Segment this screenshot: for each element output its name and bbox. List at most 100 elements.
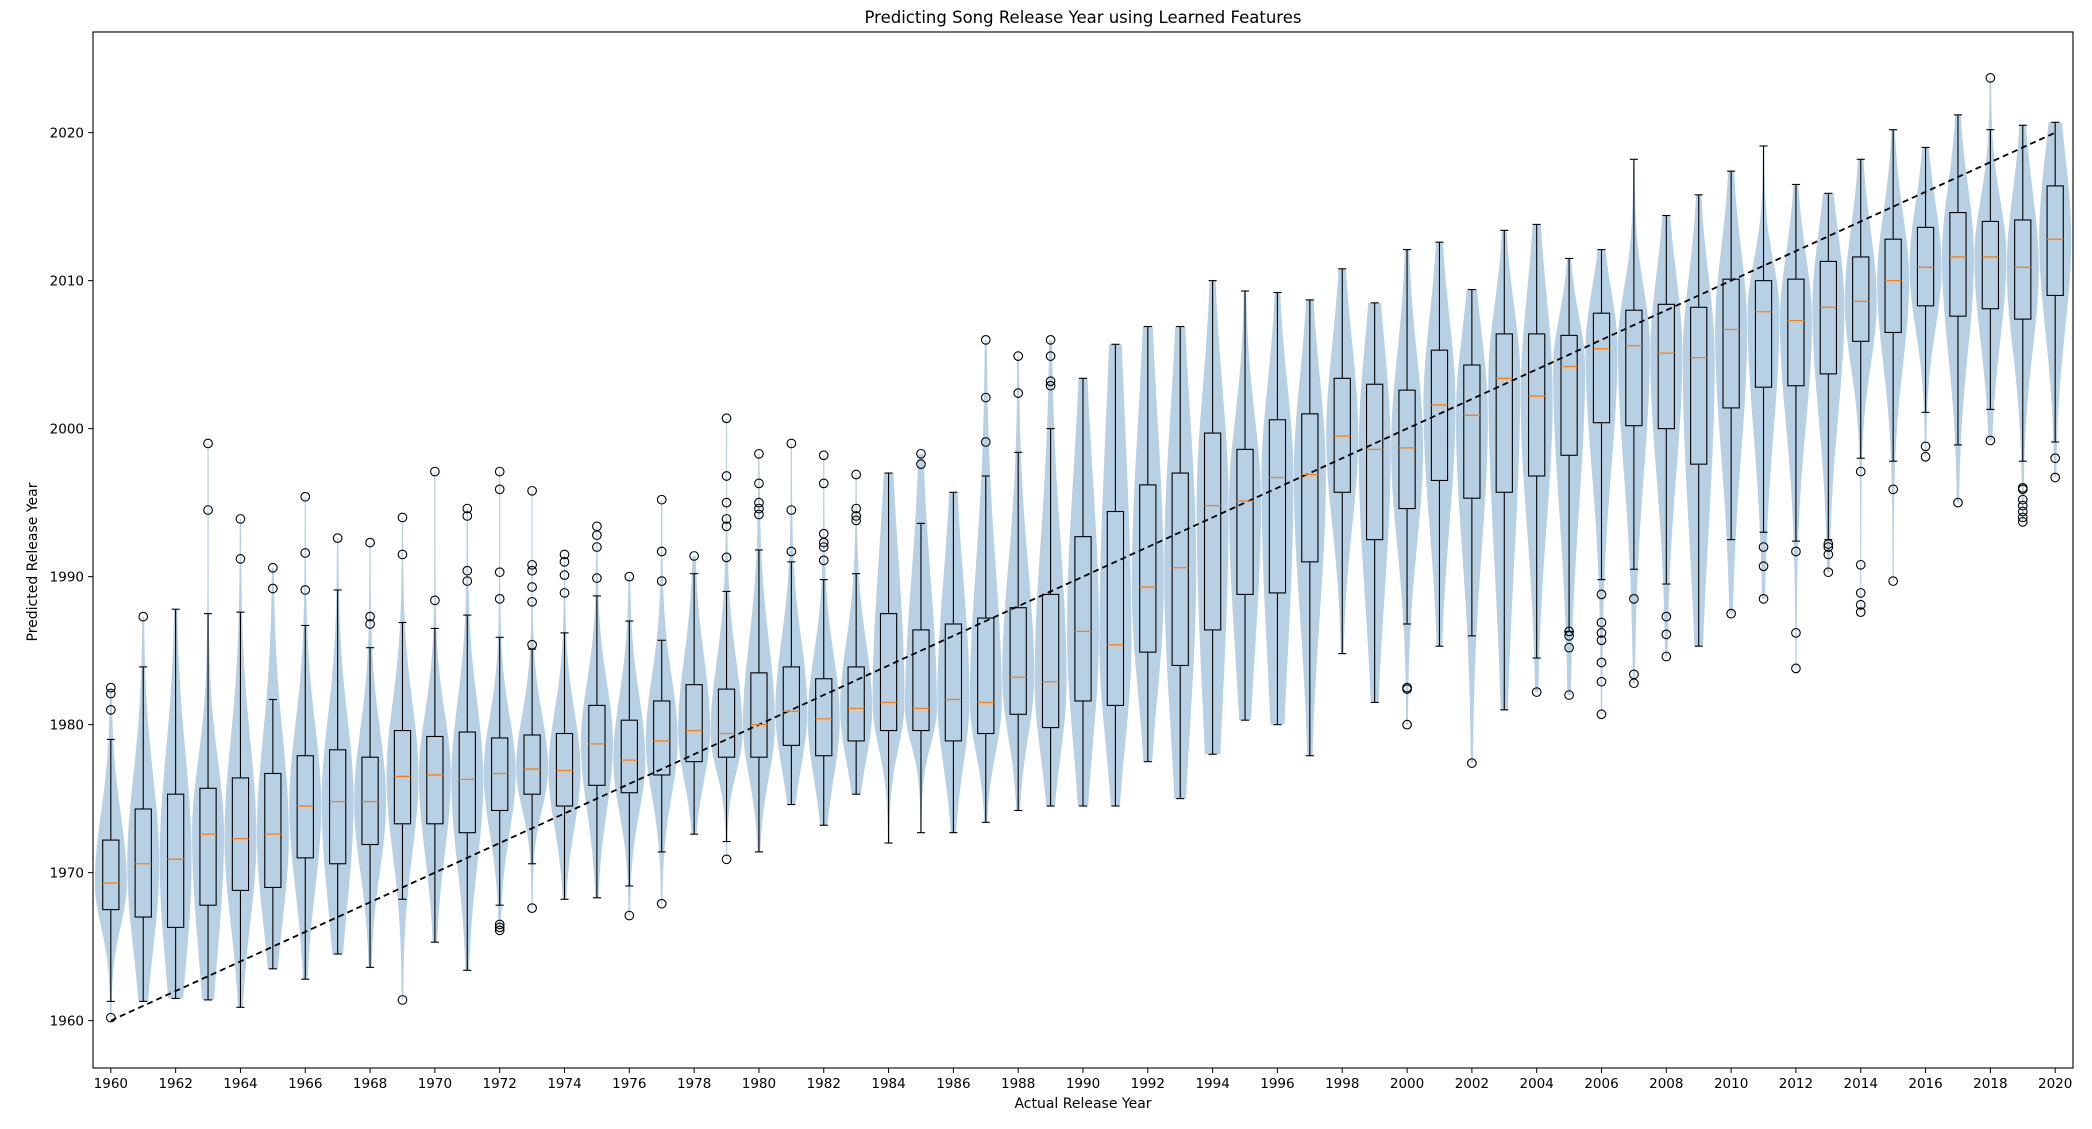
box — [1722, 278, 1740, 409]
outlier-point — [592, 521, 602, 532]
x-tick-label: 1992 — [1131, 1076, 1165, 1092]
y-axis-label: Predicted Release Year — [25, 482, 41, 641]
boxplot-1983 — [847, 469, 865, 795]
y-tick-label: 1990 — [50, 570, 84, 586]
outlier-point — [851, 503, 862, 514]
box — [1625, 309, 1643, 427]
box — [523, 734, 541, 795]
outlier-point — [656, 494, 667, 505]
outlier-point — [559, 570, 570, 581]
outlier-point — [397, 512, 408, 523]
x-tick-label: 2002 — [1455, 1076, 1489, 1092]
outlier-point — [397, 995, 408, 1005]
outlier-point — [1758, 542, 1769, 552]
boxplot-1976 — [620, 571, 638, 921]
box — [329, 749, 347, 865]
x-tick-label: 1980 — [742, 1076, 776, 1092]
violin-2018 — [1974, 77, 2007, 441]
outlier-point — [105, 688, 116, 699]
x-tick-label: 1984 — [871, 1076, 905, 1092]
boxplot-1965 — [264, 562, 282, 970]
outlier-point — [689, 551, 699, 561]
boxplot-1986 — [944, 491, 963, 834]
outlier-point — [430, 595, 440, 606]
box — [1333, 377, 1351, 493]
boxplot-1968 — [361, 537, 379, 968]
box — [555, 732, 574, 807]
outlier-point — [916, 448, 926, 459]
outlier-point — [916, 459, 926, 470]
outlier-point — [721, 854, 732, 865]
y-tick-label: 1980 — [50, 718, 84, 734]
outlier-point — [300, 491, 311, 502]
outlier-point — [1596, 589, 1607, 600]
boxplot-1999 — [1366, 302, 1384, 703]
outlier-point — [494, 466, 505, 477]
outlier-point — [365, 537, 375, 548]
boxplot-1969 — [393, 512, 412, 1005]
outlier-point — [1467, 758, 1477, 768]
boxplot-2015 — [1884, 129, 1902, 586]
outlier-point — [1629, 593, 1639, 604]
box — [491, 737, 509, 812]
outlier-point — [754, 503, 764, 514]
x-tick-label: 2010 — [1714, 1076, 1748, 1092]
boxplot-1977 — [653, 494, 671, 909]
boxplot-2009 — [1690, 194, 1708, 647]
x-tick-label: 2020 — [2038, 1076, 2072, 1092]
box — [264, 772, 282, 888]
x-tick-label: 1974 — [547, 1076, 581, 1092]
outlier-point — [851, 469, 862, 480]
outlier-point — [1920, 451, 1931, 462]
boxplot-1978 — [685, 551, 703, 835]
box — [1236, 448, 1254, 595]
outlier-point — [980, 334, 991, 345]
outlier-point — [1855, 599, 1866, 610]
outlier-point — [1823, 542, 1834, 552]
violin-1985 — [904, 453, 937, 833]
box — [847, 666, 865, 742]
outlier-point — [754, 448, 764, 459]
outlier-point — [1758, 561, 1769, 572]
reference-line-group — [110, 131, 2056, 1022]
box — [1949, 212, 1967, 317]
outlier-point — [1823, 549, 1834, 560]
outlier-point — [818, 450, 829, 461]
outlier-point — [527, 582, 537, 592]
outlier-point — [721, 552, 732, 563]
x-tick-label: 1988 — [1001, 1076, 1035, 1092]
outlier-point — [527, 565, 537, 576]
outlier-point — [1823, 539, 1834, 549]
outlier-point — [786, 438, 797, 449]
box — [2046, 185, 2064, 296]
boxplot-1998 — [1333, 268, 1351, 655]
boxplot-1971 — [458, 503, 476, 971]
outlier-point — [980, 437, 991, 447]
violin-1998 — [1326, 268, 1359, 654]
box — [1398, 389, 1416, 510]
outlier-point — [494, 925, 505, 936]
box — [620, 719, 638, 794]
boxplot-1992 — [1139, 325, 1157, 763]
outlier-point — [235, 514, 246, 524]
x-axis-label: Actual Release Year — [1014, 1096, 1151, 1112]
x-tick-label: 2016 — [1908, 1076, 1942, 1092]
boxplot-1974 — [555, 549, 574, 900]
x-tick-label: 1996 — [1260, 1076, 1294, 1092]
outlier-point — [1823, 567, 1834, 578]
outlier-point — [1661, 651, 1672, 662]
outlier-point — [1758, 593, 1769, 604]
boxplot-1995 — [1236, 290, 1254, 721]
outlier-point — [1596, 709, 1607, 720]
boxplot-1963 — [199, 438, 217, 1001]
outlier-point — [818, 542, 829, 552]
box — [361, 756, 379, 846]
box — [231, 777, 250, 891]
box — [1560, 334, 1578, 456]
outlier-point — [2017, 500, 2028, 511]
outlier-point — [754, 478, 764, 489]
outlier-point — [1661, 611, 1672, 622]
outlier-point — [1045, 380, 1056, 391]
boxplot-1970 — [426, 466, 444, 943]
box — [102, 839, 120, 911]
